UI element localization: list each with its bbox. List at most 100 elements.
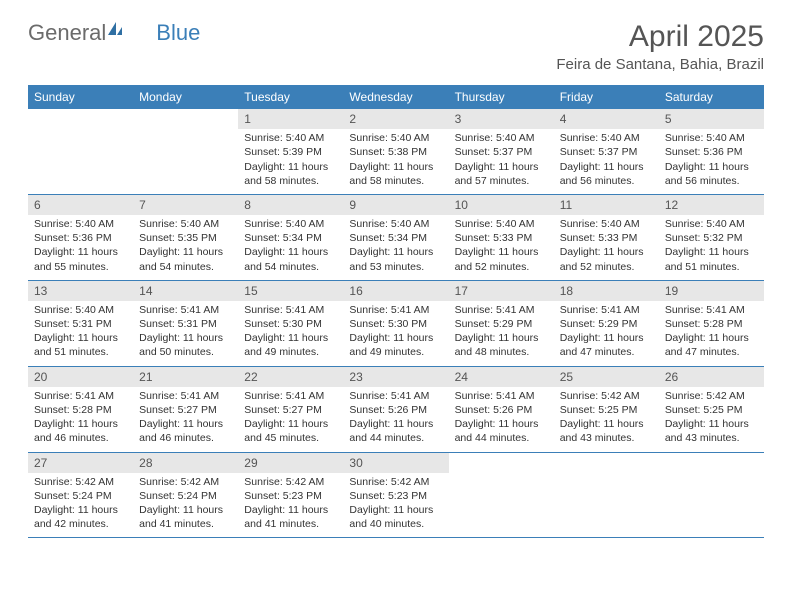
day-body: Sunrise: 5:40 AMSunset: 5:34 PMDaylight:… <box>343 215 448 280</box>
weekday-header: Monday <box>133 85 238 109</box>
day-body: Sunrise: 5:40 AMSunset: 5:36 PMDaylight:… <box>28 215 133 280</box>
page-title: April 2025 <box>556 20 764 54</box>
day-number: 1 <box>238 109 343 129</box>
day-body: Sunrise: 5:40 AMSunset: 5:39 PMDaylight:… <box>238 129 343 194</box>
daylight-line: Daylight: 11 hours and 43 minutes. <box>560 418 644 444</box>
sunset-line: Sunset: 5:34 PM <box>349 232 427 244</box>
day-body: Sunrise: 5:42 AMSunset: 5:25 PMDaylight:… <box>659 387 764 452</box>
sunset-line: Sunset: 5:31 PM <box>139 318 217 330</box>
day-number: 14 <box>133 281 238 301</box>
calendar-cell: 21Sunrise: 5:41 AMSunset: 5:27 PMDayligh… <box>133 366 238 452</box>
calendar-cell: 14Sunrise: 5:41 AMSunset: 5:31 PMDayligh… <box>133 280 238 366</box>
sunrise-line: Sunrise: 5:42 AM <box>665 390 745 402</box>
day-number: 27 <box>28 453 133 473</box>
calendar-cell: 24Sunrise: 5:41 AMSunset: 5:26 PMDayligh… <box>449 366 554 452</box>
calendar-cell-empty <box>659 452 764 538</box>
day-number: 10 <box>449 195 554 215</box>
sunrise-line: Sunrise: 5:40 AM <box>665 132 745 144</box>
calendar-cell: 28Sunrise: 5:42 AMSunset: 5:24 PMDayligh… <box>133 452 238 538</box>
day-body: Sunrise: 5:42 AMSunset: 5:25 PMDaylight:… <box>554 387 659 452</box>
logo-sail-icon <box>106 20 124 43</box>
sunrise-line: Sunrise: 5:41 AM <box>665 304 745 316</box>
sunset-line: Sunset: 5:36 PM <box>665 146 743 158</box>
calendar-cell-empty <box>554 452 659 538</box>
location-text: Feira de Santana, Bahia, Brazil <box>556 56 764 73</box>
sunrise-line: Sunrise: 5:41 AM <box>349 390 429 402</box>
sunset-line: Sunset: 5:27 PM <box>139 404 217 416</box>
sunset-line: Sunset: 5:25 PM <box>665 404 743 416</box>
daylight-line: Daylight: 11 hours and 52 minutes. <box>455 246 539 272</box>
daylight-line: Daylight: 11 hours and 54 minutes. <box>244 246 328 272</box>
calendar-cell: 3Sunrise: 5:40 AMSunset: 5:37 PMDaylight… <box>449 109 554 194</box>
day-body: Sunrise: 5:40 AMSunset: 5:33 PMDaylight:… <box>449 215 554 280</box>
day-number: 4 <box>554 109 659 129</box>
sunset-line: Sunset: 5:23 PM <box>349 490 427 502</box>
sunrise-line: Sunrise: 5:41 AM <box>139 390 219 402</box>
calendar-cell: 18Sunrise: 5:41 AMSunset: 5:29 PMDayligh… <box>554 280 659 366</box>
calendar-row: 13Sunrise: 5:40 AMSunset: 5:31 PMDayligh… <box>28 280 764 366</box>
day-number: 25 <box>554 367 659 387</box>
logo-text-blue: Blue <box>156 20 200 46</box>
sunset-line: Sunset: 5:35 PM <box>139 232 217 244</box>
sunset-line: Sunset: 5:30 PM <box>244 318 322 330</box>
calendar-cell-empty <box>133 109 238 194</box>
day-body: Sunrise: 5:42 AMSunset: 5:24 PMDaylight:… <box>133 473 238 538</box>
daylight-line: Daylight: 11 hours and 52 minutes. <box>560 246 644 272</box>
sunset-line: Sunset: 5:26 PM <box>455 404 533 416</box>
calendar-cell: 30Sunrise: 5:42 AMSunset: 5:23 PMDayligh… <box>343 452 448 538</box>
daylight-line: Daylight: 11 hours and 40 minutes. <box>349 504 433 530</box>
day-body: Sunrise: 5:40 AMSunset: 5:36 PMDaylight:… <box>659 129 764 194</box>
sunrise-line: Sunrise: 5:40 AM <box>34 218 114 230</box>
weekday-header: Sunday <box>28 85 133 109</box>
daylight-line: Daylight: 11 hours and 47 minutes. <box>560 332 644 358</box>
day-body: Sunrise: 5:40 AMSunset: 5:35 PMDaylight:… <box>133 215 238 280</box>
weekday-header-row: SundayMondayTuesdayWednesdayThursdayFrid… <box>28 85 764 109</box>
calendar-cell: 29Sunrise: 5:42 AMSunset: 5:23 PMDayligh… <box>238 452 343 538</box>
day-body: Sunrise: 5:41 AMSunset: 5:27 PMDaylight:… <box>133 387 238 452</box>
sunrise-line: Sunrise: 5:40 AM <box>560 132 640 144</box>
calendar-cell-empty <box>28 109 133 194</box>
header: General Blue April 2025 Feira de Santana… <box>28 20 764 73</box>
calendar-cell: 12Sunrise: 5:40 AMSunset: 5:32 PMDayligh… <box>659 194 764 280</box>
day-body: Sunrise: 5:41 AMSunset: 5:31 PMDaylight:… <box>133 301 238 366</box>
calendar-row: 20Sunrise: 5:41 AMSunset: 5:28 PMDayligh… <box>28 366 764 452</box>
daylight-line: Daylight: 11 hours and 58 minutes. <box>349 161 433 187</box>
calendar-cell: 11Sunrise: 5:40 AMSunset: 5:33 PMDayligh… <box>554 194 659 280</box>
sunrise-line: Sunrise: 5:41 AM <box>455 390 535 402</box>
sunset-line: Sunset: 5:26 PM <box>349 404 427 416</box>
day-number: 26 <box>659 367 764 387</box>
day-body: Sunrise: 5:41 AMSunset: 5:26 PMDaylight:… <box>343 387 448 452</box>
day-number: 21 <box>133 367 238 387</box>
calendar-cell: 19Sunrise: 5:41 AMSunset: 5:28 PMDayligh… <box>659 280 764 366</box>
calendar-cell: 5Sunrise: 5:40 AMSunset: 5:36 PMDaylight… <box>659 109 764 194</box>
calendar-row: 6Sunrise: 5:40 AMSunset: 5:36 PMDaylight… <box>28 194 764 280</box>
sunset-line: Sunset: 5:27 PM <box>244 404 322 416</box>
calendar-cell: 17Sunrise: 5:41 AMSunset: 5:29 PMDayligh… <box>449 280 554 366</box>
daylight-line: Daylight: 11 hours and 42 minutes. <box>34 504 118 530</box>
weekday-header: Friday <box>554 85 659 109</box>
day-body: Sunrise: 5:41 AMSunset: 5:28 PMDaylight:… <box>659 301 764 366</box>
sunrise-line: Sunrise: 5:40 AM <box>349 218 429 230</box>
calendar-cell: 20Sunrise: 5:41 AMSunset: 5:28 PMDayligh… <box>28 366 133 452</box>
sunrise-line: Sunrise: 5:41 AM <box>34 390 114 402</box>
daylight-line: Daylight: 11 hours and 51 minutes. <box>34 332 118 358</box>
sunrise-line: Sunrise: 5:41 AM <box>455 304 535 316</box>
sunrise-line: Sunrise: 5:42 AM <box>560 390 640 402</box>
sunrise-line: Sunrise: 5:40 AM <box>665 218 745 230</box>
calendar-cell: 1Sunrise: 5:40 AMSunset: 5:39 PMDaylight… <box>238 109 343 194</box>
logo: General Blue <box>28 20 200 46</box>
sunset-line: Sunset: 5:30 PM <box>349 318 427 330</box>
sunrise-line: Sunrise: 5:41 AM <box>244 304 324 316</box>
day-body: Sunrise: 5:41 AMSunset: 5:29 PMDaylight:… <box>449 301 554 366</box>
sunrise-line: Sunrise: 5:42 AM <box>139 476 219 488</box>
day-number: 28 <box>133 453 238 473</box>
day-number: 19 <box>659 281 764 301</box>
day-body: Sunrise: 5:40 AMSunset: 5:34 PMDaylight:… <box>238 215 343 280</box>
day-body: Sunrise: 5:40 AMSunset: 5:38 PMDaylight:… <box>343 129 448 194</box>
calendar-cell: 7Sunrise: 5:40 AMSunset: 5:35 PMDaylight… <box>133 194 238 280</box>
sunset-line: Sunset: 5:34 PM <box>244 232 322 244</box>
sunrise-line: Sunrise: 5:41 AM <box>349 304 429 316</box>
calendar-cell: 27Sunrise: 5:42 AMSunset: 5:24 PMDayligh… <box>28 452 133 538</box>
sunset-line: Sunset: 5:33 PM <box>455 232 533 244</box>
day-body: Sunrise: 5:42 AMSunset: 5:23 PMDaylight:… <box>238 473 343 538</box>
